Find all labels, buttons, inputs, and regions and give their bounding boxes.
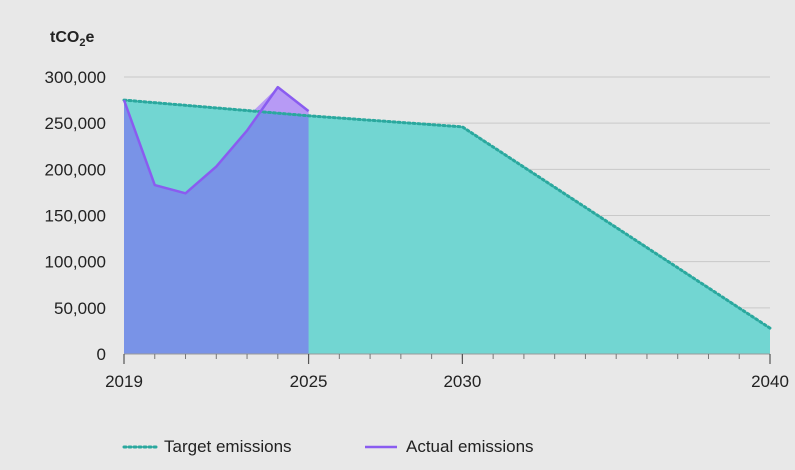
x-tick-label: 2025 (290, 372, 328, 391)
y-tick-label: 150,000 (45, 207, 106, 226)
y-tick-label: 0 (97, 345, 106, 364)
x-tick-label: 2030 (443, 372, 481, 391)
y-tick-label: 250,000 (45, 114, 106, 133)
legend: Target emissions Actual emissions (122, 437, 534, 456)
y-tick-label: 50,000 (54, 299, 106, 318)
y-unit-label: tCO2e (50, 29, 94, 49)
y-tick-label: 300,000 (45, 68, 106, 87)
axes: 0 50,000 100,000 150,000 200,000 250,000 300,0… (45, 68, 789, 391)
x-tick-label: 2019 (105, 372, 143, 391)
unit-base: tCO (50, 29, 79, 46)
actual-area (124, 87, 309, 354)
x-tick-label: 2040 (751, 372, 789, 391)
area-fills (124, 87, 770, 354)
y-tick-label: 100,000 (45, 253, 106, 272)
unit-suffix: e (85, 29, 94, 46)
series-lines (122, 85, 772, 330)
y-tick-label: 200,000 (45, 160, 106, 179)
unit-subscript: 2 (79, 37, 85, 49)
target-emissions-line (122, 98, 772, 330)
legend-actual-label: Actual emissions (406, 437, 534, 456)
actual-emissions-line (122, 85, 310, 195)
overshoot-area (253, 87, 309, 116)
legend-target-label: Target emissions (164, 437, 292, 456)
